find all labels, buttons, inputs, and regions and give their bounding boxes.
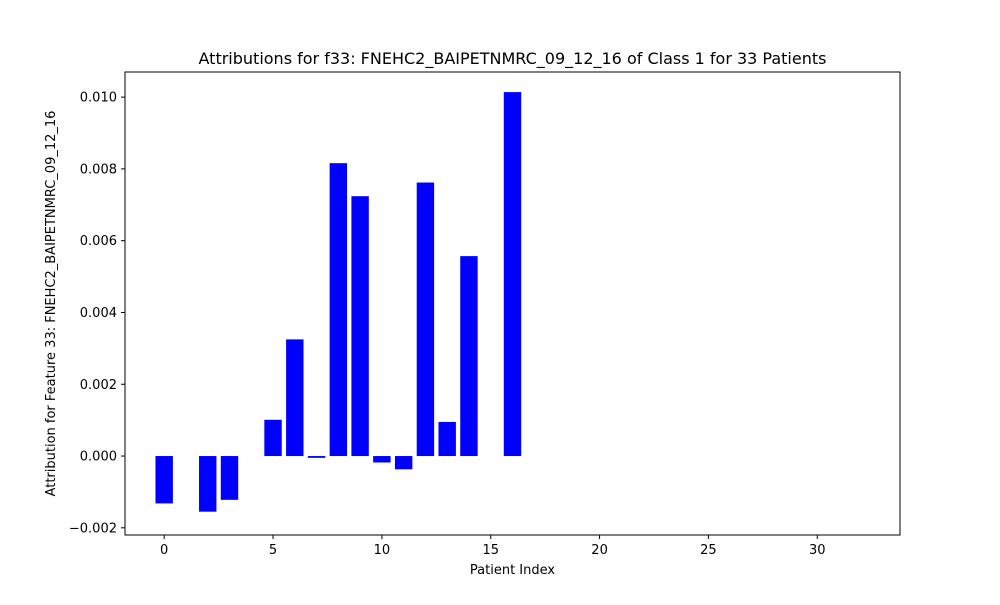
x-tick-label: 5 xyxy=(269,543,277,558)
y-axis-ticks: −0.002 0.000 0.002 0.004 0.006 0.008 0.010 xyxy=(69,91,125,536)
y-tick-label: 0.006 xyxy=(80,234,117,249)
bar-patient-6 xyxy=(286,339,304,457)
y-tick-label: −0.002 xyxy=(69,521,117,536)
bar-patient-9 xyxy=(351,196,369,457)
bar-patient-5 xyxy=(264,419,282,457)
bar-patient-2 xyxy=(199,456,217,512)
bar-patient-10 xyxy=(373,456,391,463)
x-tick-label: 10 xyxy=(374,543,391,558)
y-tick-label: 0.008 xyxy=(80,162,117,177)
x-axis-title: Patient Index xyxy=(470,563,555,578)
y-tick-label: 0.000 xyxy=(80,450,117,465)
y-tick-label: 0.002 xyxy=(80,378,117,393)
x-tick-label: 20 xyxy=(591,543,608,558)
plot-frame xyxy=(124,71,901,536)
y-tick-label: 0.004 xyxy=(80,306,117,321)
bar-patient-14 xyxy=(460,256,478,457)
x-tick-label: 15 xyxy=(482,543,499,558)
y-tick-label: 0.010 xyxy=(80,91,117,106)
x-axis-ticks: 0 5 10 15 20 25 30 xyxy=(160,535,826,558)
bars-group xyxy=(155,92,522,512)
bar-patient-0 xyxy=(155,456,173,504)
bar-patient-12 xyxy=(416,182,435,457)
bar-patient-13 xyxy=(438,421,456,457)
bar-patient-11 xyxy=(394,456,413,470)
y-axis-title: Attribution for Feature 33: FNEHC2_BAIPE… xyxy=(44,111,59,497)
bar-patient-3 xyxy=(220,456,239,500)
x-tick-label: 25 xyxy=(700,543,717,558)
x-tick-label: 0 xyxy=(160,543,168,558)
bar-patient-8 xyxy=(329,163,348,457)
bar-patient-7 xyxy=(307,456,326,458)
x-tick-label: 30 xyxy=(809,543,826,558)
bar-patient-16 xyxy=(503,92,522,457)
chart-title: Attributions for f33: FNEHC2_BAIPETNMRC_… xyxy=(199,49,827,69)
